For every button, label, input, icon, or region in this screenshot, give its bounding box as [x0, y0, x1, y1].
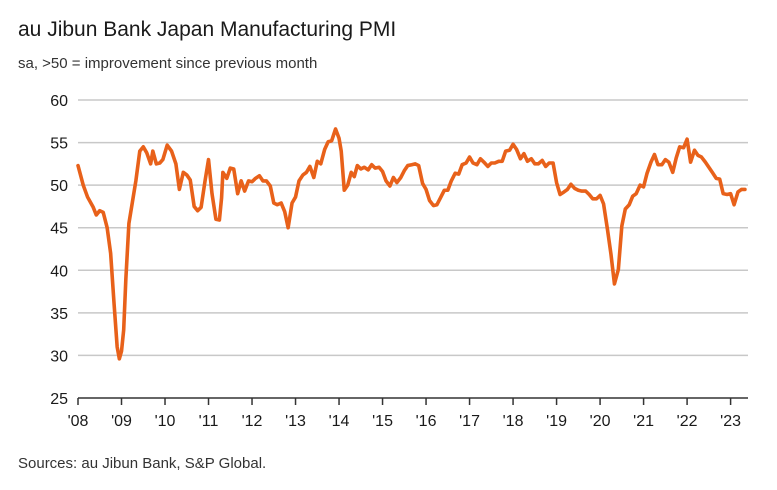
y-tick-label: 55 — [50, 136, 68, 153]
x-tick-label: '18 — [503, 413, 524, 430]
x-tick-label: '23 — [720, 413, 741, 430]
x-tick-label: '12 — [242, 413, 263, 430]
y-tick-label: 40 — [50, 263, 68, 280]
x-tick-label: '09 — [111, 413, 132, 430]
source-note: Sources: au Jibun Bank, S&P Global. — [18, 455, 267, 472]
x-tick-label: '17 — [459, 413, 480, 430]
series-line-pmi — [76, 127, 747, 361]
y-tick-label: 25 — [50, 391, 68, 408]
x-tick-label: '13 — [285, 413, 306, 430]
x-axis-ticks: '08 '09 '10 '11 '12 '13 '14 '15 '16 '17 '18 '19 '20 '… — [68, 398, 741, 430]
y-tick-label: 60 — [50, 93, 68, 110]
x-tick-label: '16 — [416, 413, 437, 430]
x-tick-label: '08 — [68, 413, 89, 430]
x-tick-label: '10 — [155, 413, 176, 430]
y-axis-ticks: 25 30 35 40 45 50 55 60 — [50, 93, 68, 408]
series-layer — [76, 127, 747, 361]
x-tick-label: '20 — [590, 413, 611, 430]
x-tick-label: '14 — [329, 413, 350, 430]
y-tick-label: 30 — [50, 348, 68, 365]
x-tick-label: '19 — [546, 413, 567, 430]
y-tick-label: 35 — [50, 306, 68, 323]
x-tick-label: '15 — [372, 413, 393, 430]
y-tick-label: 45 — [50, 221, 68, 238]
x-tick-label: '11 — [199, 413, 219, 430]
x-tick-label: '21 — [633, 413, 654, 430]
y-tick-label: 50 — [50, 178, 68, 195]
grid-lines — [78, 99, 748, 357]
x-tick-label: '22 — [677, 413, 698, 430]
chart-title: au Jibun Bank Japan Manufacturing PMI — [18, 18, 397, 41]
chart-subtitle: sa, >50 = improvement since previous mon… — [18, 55, 318, 72]
